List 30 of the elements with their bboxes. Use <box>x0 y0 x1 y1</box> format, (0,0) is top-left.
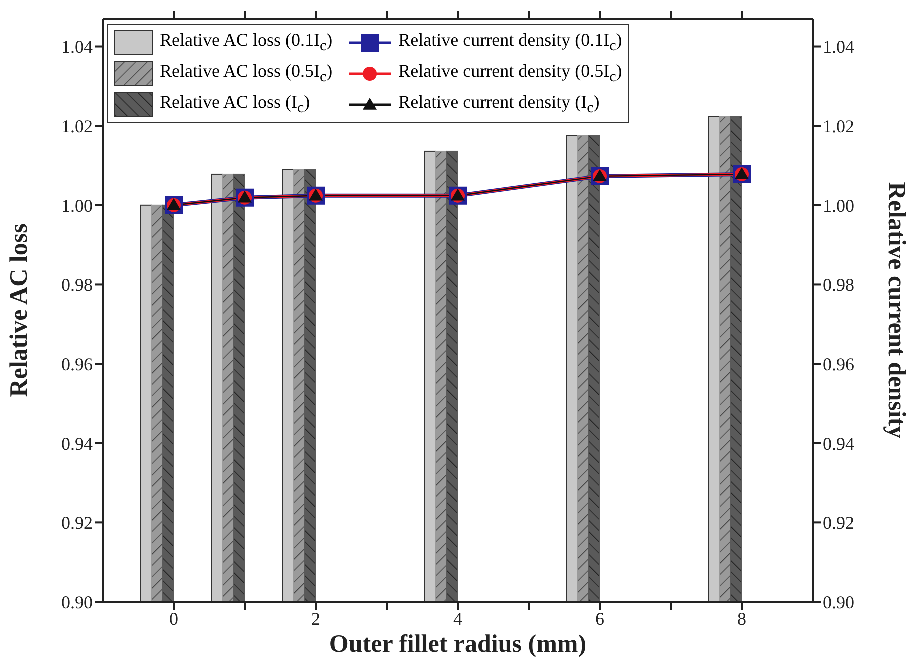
y2-tick-label: 1.00 <box>823 196 854 216</box>
legend-label: Relative AC loss (I$_{c}$) <box>160 92 310 118</box>
x-tick-label: 6 <box>596 608 604 629</box>
legend-label: Relative AC loss (0.1I$_{c}$) <box>160 30 333 56</box>
legend-label: Relative AC loss (0.5I$_{c}$) <box>160 60 333 86</box>
y-tick-label: 0.96 <box>62 354 93 374</box>
x-tick-label: 8 <box>738 608 746 629</box>
y-tick-label: 1.04 <box>62 37 93 58</box>
y2-tick-label: 0.92 <box>823 513 854 534</box>
y-axis-title: Relative AC loss <box>6 223 33 398</box>
y2-tick-label: 1.04 <box>823 37 854 58</box>
legend-label: Relative current density (0.1I$_{c}$) <box>398 30 622 56</box>
y-tick-label: 0.90 <box>62 592 93 612</box>
y-tick-label: 0.98 <box>62 275 93 296</box>
y2-tick-label: 1.02 <box>823 116 854 136</box>
y-tick-label: 1.02 <box>62 116 93 136</box>
x-tick-label: 4 <box>454 608 462 629</box>
x-axis-title: Outer fillet radius (mm) <box>329 631 587 658</box>
y2-axis-title: Relative current density <box>883 182 910 440</box>
legend-label: Relative current density (0.5I$_{c}$) <box>398 60 622 86</box>
y2-tick-label: 0.94 <box>823 434 854 454</box>
y-tick-label: 0.94 <box>62 434 93 454</box>
y2-tick-label: 0.98 <box>823 275 854 296</box>
y-tick-label: 1.00 <box>62 196 93 216</box>
x-tick-label: 2 <box>312 608 320 629</box>
x-tick-label: 0 <box>170 608 178 629</box>
y2-tick-label: 0.96 <box>823 354 854 374</box>
y2-tick-label: 0.90 <box>823 592 854 612</box>
y-tick-label: 0.92 <box>62 513 93 534</box>
legend-label: Relative current density (I$_{c}$) <box>398 92 600 118</box>
